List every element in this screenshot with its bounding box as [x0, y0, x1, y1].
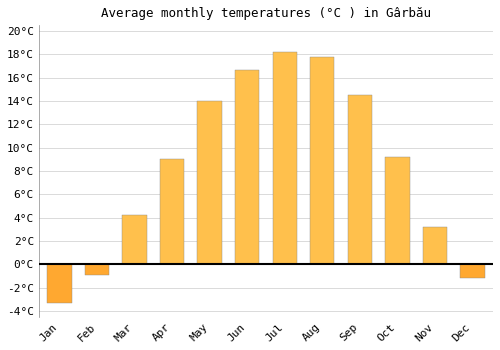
Bar	[122, 215, 146, 264]
Bar	[422, 227, 447, 264]
Bar	[272, 52, 297, 264]
Bar	[160, 159, 184, 264]
Bar	[460, 264, 484, 278]
Bar	[198, 101, 222, 264]
Title: Average monthly temperatures (°C ) in Gârbău: Average monthly temperatures (°C ) in Gâ…	[101, 7, 431, 20]
Bar	[85, 264, 109, 275]
Bar	[385, 157, 409, 264]
Bar	[310, 57, 334, 264]
Bar	[348, 95, 372, 264]
Bar	[48, 264, 72, 303]
Bar	[235, 70, 260, 264]
